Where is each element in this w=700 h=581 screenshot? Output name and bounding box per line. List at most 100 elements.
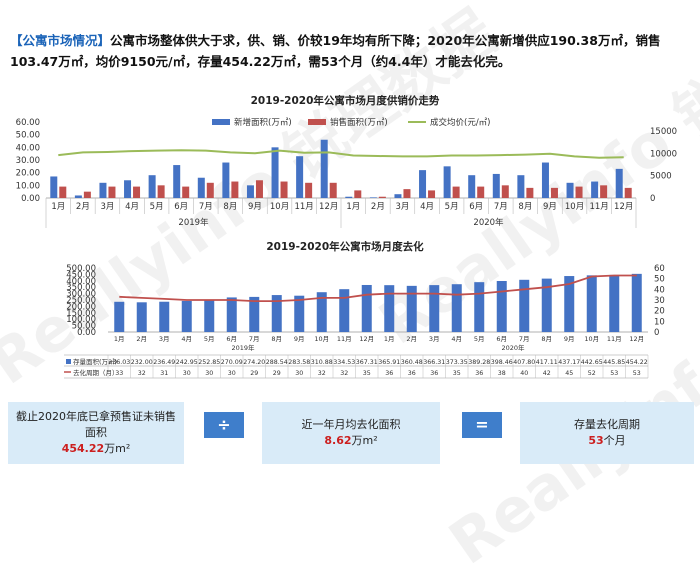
chart1-bar-sales — [133, 186, 141, 198]
chart1-bar-sales — [600, 185, 608, 198]
chart2-bar-stock — [226, 297, 237, 332]
chart2-table-stock-value: 274.20 — [243, 359, 265, 366]
equals-sign: = — [462, 412, 502, 438]
chart2-line-cycle — [119, 274, 637, 302]
unsold-area-value: 454.22 — [61, 442, 105, 455]
chart2-x-tick: 4月 — [181, 335, 192, 343]
chart1-title: 2019-2020年公寓市场月度供销价走势 — [251, 94, 440, 107]
chart2-x-tick: 5月 — [474, 335, 485, 343]
chart2-bar-stock — [541, 278, 552, 332]
chart1-x-tick: 11月 — [294, 202, 313, 212]
chart1-x-tick: 5月 — [150, 202, 164, 212]
chart1-bar-supply — [74, 195, 82, 198]
chart1-bar-sales — [575, 186, 583, 198]
chart2-table-stock-value: 232.00 — [131, 359, 153, 366]
chart1-x-tick: 10月 — [270, 202, 289, 212]
chart2-table-cycle-value: 36 — [430, 370, 438, 377]
chart1-bar-supply — [345, 196, 353, 198]
chart2-table-cycle-value: 30 — [295, 370, 303, 377]
chart2-bar-stock — [609, 274, 620, 332]
chart2-table-stock-value: 270.09 — [221, 359, 243, 366]
chart1-bar-supply — [615, 168, 623, 198]
chart2-bar-stock — [114, 301, 125, 332]
chart1-left-tick: 40.00 — [16, 143, 40, 153]
chart2-bar-stock — [249, 296, 260, 332]
chart1-x-tick: 8月 — [223, 202, 237, 212]
chart2-left-tick: 300.00 — [66, 290, 96, 300]
chart2-bar-stock — [361, 284, 372, 332]
unsold-area-card: 截止2020年底已拿预售证未销售 面积 454.22万m² — [8, 402, 184, 464]
chart2-table-cycle-value: 32 — [340, 370, 348, 377]
chart2-row-label-cycle: 去化周期（月） — [73, 368, 119, 377]
chart1-bar-supply — [173, 165, 181, 198]
chart2-bar-stock — [429, 285, 440, 332]
chart1-bar-supply — [492, 173, 500, 198]
chart2-table-cycle-value: 38 — [498, 370, 506, 377]
chart2-x-tick: 3月 — [429, 335, 440, 343]
chart2-table-cycle-value: 30 — [183, 370, 191, 377]
chart1-bar-sales — [526, 187, 534, 198]
chart1-bar-sales — [403, 189, 411, 198]
chart1-bar-sales — [280, 181, 288, 198]
chart2-bar-stock — [451, 284, 462, 332]
chart2-table-cycle-value: 52 — [588, 370, 596, 377]
chart1-bar-supply — [541, 162, 549, 198]
chart2-table-cycle-value: 29 — [273, 370, 281, 377]
chart1-x-tick: 2月 — [76, 202, 90, 212]
chart2-bar-stock — [159, 301, 170, 332]
chart1-year-label: 2019年 — [178, 217, 209, 228]
chart1-x-tick: 4月 — [420, 202, 434, 212]
headline: 【公寓市场情况】公寓市场整体供大于求，供、销、价较19年均有所下降；2020年公… — [10, 30, 694, 72]
chart1-bar-sales — [182, 186, 190, 198]
chart1-x-tick: 1月 — [346, 202, 360, 212]
chart1-x-tick: 4月 — [125, 202, 139, 212]
chart1-x-tick: 10月 — [565, 202, 584, 212]
chart2-table-stock-value: 288.54 — [266, 359, 288, 366]
chart2-bar-stock — [586, 275, 597, 332]
chart2-x-tick: 8月 — [541, 335, 552, 343]
chart1-x-tick: 11月 — [589, 202, 608, 212]
chart1-legend-label: 成交均价(元/㎡) — [430, 117, 491, 128]
chart2-table-stock-value: 407.80 — [513, 359, 535, 366]
chart2-bar-stock — [474, 282, 485, 332]
chart2-x-tick: 6月 — [226, 335, 237, 343]
divide-sign: ÷ — [204, 412, 244, 438]
chart1-legend-label: 销售面积(万㎡) — [330, 117, 388, 128]
chart1-bar-sales — [428, 190, 436, 198]
chart1-bar-supply — [517, 175, 525, 198]
chart2-x-tick: 11月 — [607, 335, 622, 343]
chart2-bar-stock — [181, 300, 192, 332]
chart2-x-tick: 8月 — [271, 335, 282, 343]
chart1-left-tick: 10.00 — [16, 181, 40, 191]
chart1-x-tick: 12月 — [319, 202, 338, 212]
chart2-x-tick: 4月 — [451, 335, 462, 343]
chart1-bar-supply — [246, 185, 254, 198]
chart2-right-tick: 60 — [654, 264, 665, 274]
chart2-table-stock-value: 310.88 — [311, 359, 333, 366]
chart2-bar-stock — [316, 292, 327, 332]
chart2-table-cycle-value: 45 — [565, 370, 573, 377]
chart1-x-tick: 2月 — [371, 202, 385, 212]
absorption-period-unit: 个月 — [603, 434, 626, 447]
chart2-x-tick: 7月 — [249, 335, 260, 343]
chart1-x-tick: 7月 — [494, 202, 508, 212]
chart2-x-tick: 12月 — [359, 335, 374, 343]
chart2-x-tick: 12月 — [629, 335, 644, 343]
chart2-table-cycle-value: 32 — [138, 370, 146, 377]
chart2-bar-stock — [564, 276, 575, 332]
chart1-left-tick: 20.00 — [16, 169, 40, 179]
chart2-table-stock-value: 360.48 — [401, 359, 423, 366]
unsold-area-unit: 万m² — [104, 442, 131, 455]
chart1-bar-supply — [443, 166, 451, 198]
chart1-bar-sales — [329, 182, 337, 198]
chart2-x-tick: 3月 — [159, 335, 170, 343]
chart1-x-tick: 7月 — [199, 202, 213, 212]
chart1-bar-supply — [124, 180, 132, 198]
chart2-table-stock-value: 242.95 — [176, 359, 198, 366]
stock-absorption-chart: 2019-2020年公寓市场月度去化0.0050.00100.00150.002… — [64, 240, 665, 379]
chart2-table-cycle-value: 53 — [610, 370, 618, 377]
chart2-table-stock-value: 365.91 — [378, 359, 400, 366]
chart2-table-cycle-value: 35 — [363, 370, 371, 377]
chart1-x-tick: 6月 — [174, 202, 188, 212]
